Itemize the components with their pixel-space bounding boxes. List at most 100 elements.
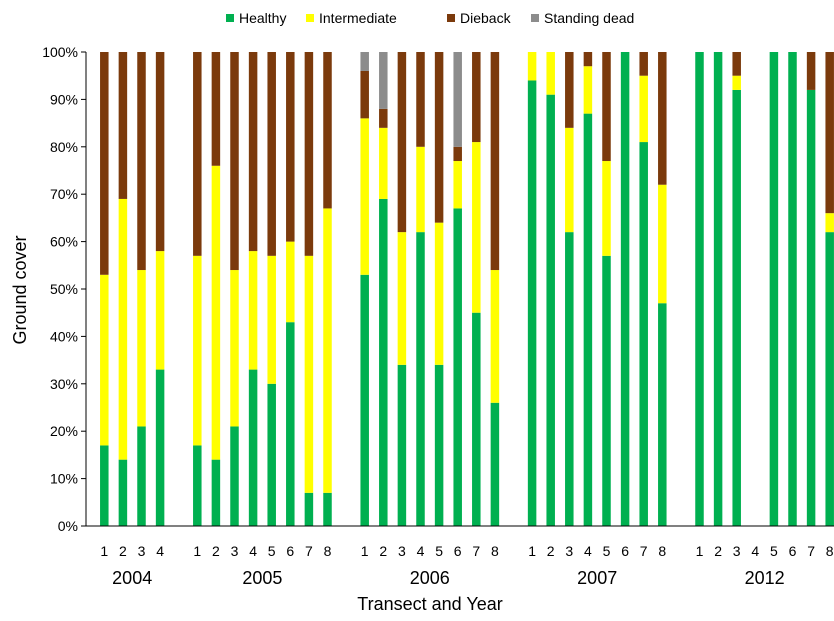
bar-segment-dieback <box>155 52 165 252</box>
x-group-label-year: 2004 <box>112 568 152 588</box>
bar-segment-healthy <box>565 232 574 526</box>
x-tick-label-transect: 5 <box>268 543 276 559</box>
bar-segment-dieback <box>453 146 462 162</box>
bar-segment-dieback <box>825 52 834 214</box>
x-tick-label-transect: 3 <box>565 543 573 559</box>
bar-segment-dieback <box>732 52 741 76</box>
bar-segment-healthy <box>825 232 834 526</box>
legend-label-healthy: Healthy <box>239 10 286 26</box>
x-tick-label-transect: 5 <box>435 543 443 559</box>
bar-segment-dieback <box>602 52 611 162</box>
x-tick-label-transect: 8 <box>491 543 499 559</box>
bar-segment-intermediate <box>286 241 295 323</box>
bar-segment-dieback <box>490 52 500 271</box>
bar-segment-dieback <box>211 52 221 166</box>
bar-segment-intermediate <box>472 142 481 313</box>
bars <box>100 52 834 527</box>
legend-label-intermediate: Intermediate <box>319 10 397 26</box>
bar-segment-intermediate <box>565 127 574 233</box>
legend-swatch-healthy <box>226 14 234 22</box>
bar-segment-intermediate <box>825 213 834 233</box>
bar-segment-intermediate <box>490 270 500 403</box>
bar-segment-healthy <box>304 492 314 526</box>
y-axis-ticks: 0% 10% 20% 30% 40% 50% 60% 70% 80% 90% 100% <box>42 44 86 534</box>
bar-segment-dieback <box>565 52 574 128</box>
x-axis-title: Transect and Year <box>357 594 502 614</box>
bar-segment-intermediate <box>527 52 537 81</box>
bar-segment-dieback <box>267 52 276 256</box>
bar-segment-healthy <box>155 369 165 526</box>
bar-segment-healthy <box>360 274 369 526</box>
bar-segment-intermediate <box>583 66 593 114</box>
bar-segment-dieback <box>397 52 407 233</box>
bar-segment-healthy <box>286 322 295 526</box>
x-tick-label-transect: 3 <box>398 543 406 559</box>
bar-segment-dieback <box>248 52 258 252</box>
x-tick-label-transect: 5 <box>603 543 611 559</box>
bar-segment-intermediate <box>267 255 276 384</box>
bar-segment-intermediate <box>360 118 369 275</box>
x-tick-label-transect: 3 <box>231 543 239 559</box>
bar-segment-intermediate <box>434 222 444 365</box>
bar-segment-healthy <box>620 52 630 526</box>
bar-segment-healthy <box>695 52 704 526</box>
bar-segment-dieback <box>286 52 295 242</box>
legend-label-standing-dead: Standing dead <box>544 10 634 26</box>
x-tick-label-transect: 1 <box>193 543 201 559</box>
y-tick-label: 50% <box>50 281 78 297</box>
y-tick-label: 70% <box>50 186 78 202</box>
bar-segment-intermediate <box>453 161 462 209</box>
x-tick-label-transect: 1 <box>696 543 704 559</box>
y-tick-label: 80% <box>50 139 78 155</box>
bar-segment-standing-dead <box>360 52 369 71</box>
y-tick-label: 30% <box>50 376 78 392</box>
bar-segment-dieback <box>472 52 481 143</box>
bar-segment-intermediate <box>379 127 388 199</box>
bar-segment-intermediate <box>639 75 648 143</box>
x-tick-label-transect: 1 <box>100 543 108 559</box>
bar-segment-healthy <box>416 232 425 526</box>
x-tick-label-transect: 4 <box>584 543 592 559</box>
bar-segment-healthy <box>434 364 444 526</box>
bar-segment-intermediate <box>248 251 258 370</box>
bar-segment-dieback <box>323 52 332 209</box>
bar-segment-healthy <box>527 80 537 526</box>
x-tick-label-transect: 7 <box>472 543 480 559</box>
x-tick-label-transect: 2 <box>547 543 555 559</box>
bar-segment-intermediate <box>193 255 202 446</box>
x-tick-label-transect: 7 <box>807 543 815 559</box>
bar-segment-dieback <box>360 70 369 119</box>
x-tick-label-transect: 6 <box>454 543 462 559</box>
y-tick-label: 60% <box>50 234 78 250</box>
x-tick-label-transect: 8 <box>826 543 834 559</box>
bar-segment-dieback <box>434 52 444 223</box>
legend-swatch-intermediate <box>306 14 314 22</box>
bar-segment-healthy <box>713 52 723 526</box>
bar-segment-healthy <box>267 383 276 526</box>
bar-segment-healthy <box>137 426 146 526</box>
bar-segment-intermediate <box>118 198 128 460</box>
x-tick-label-transect: 1 <box>361 543 369 559</box>
legend-label-dieback: Dieback <box>460 10 512 26</box>
bar-segment-dieback <box>193 52 202 256</box>
x-tick-label-transect: 3 <box>733 543 741 559</box>
bar-segment-dieback <box>583 52 593 67</box>
bar-segment-healthy <box>248 369 258 526</box>
bar-segment-dieback <box>379 108 388 128</box>
x-group-label-year: 2005 <box>242 568 282 588</box>
bar-segment-intermediate <box>658 184 667 304</box>
x-tick-label-transect: 6 <box>789 543 797 559</box>
x-tick-label-transect: 4 <box>156 543 164 559</box>
bar-segment-intermediate <box>304 255 314 493</box>
bar-segment-healthy <box>118 459 128 526</box>
y-axis-title: Ground cover <box>10 235 30 344</box>
bar-segment-intermediate <box>546 52 555 95</box>
x-tick-label-transect: 7 <box>640 543 648 559</box>
bar-segment-standing-dead <box>379 52 388 109</box>
bar-segment-healthy <box>230 426 239 526</box>
x-group-label-year: 2012 <box>745 568 785 588</box>
x-tick-label-transect: 8 <box>658 543 666 559</box>
bar-segment-healthy <box>806 89 816 527</box>
bar-segment-healthy <box>397 364 407 526</box>
x-tick-label-transect: 2 <box>379 543 387 559</box>
